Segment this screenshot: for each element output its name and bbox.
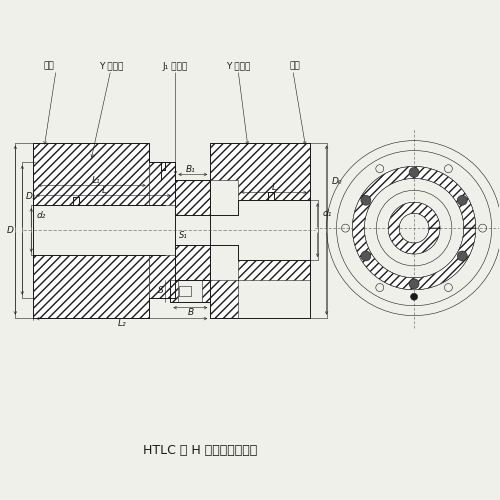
Text: D: D bbox=[7, 226, 14, 234]
Circle shape bbox=[458, 251, 468, 261]
Text: d₁: d₁ bbox=[322, 208, 332, 218]
Polygon shape bbox=[202, 280, 210, 301]
Text: D₁: D₁ bbox=[26, 192, 37, 201]
Circle shape bbox=[409, 279, 419, 289]
Text: B₁: B₁ bbox=[186, 165, 196, 174]
Text: L₁: L₁ bbox=[92, 176, 100, 185]
Circle shape bbox=[410, 294, 418, 300]
Text: D₀: D₀ bbox=[332, 178, 342, 186]
Polygon shape bbox=[176, 180, 210, 215]
Text: L: L bbox=[272, 183, 276, 192]
Text: Y 型轴孔: Y 型轴孔 bbox=[98, 62, 123, 70]
Polygon shape bbox=[210, 260, 310, 318]
Polygon shape bbox=[148, 162, 176, 205]
Circle shape bbox=[409, 168, 419, 177]
Circle shape bbox=[458, 196, 468, 205]
Text: 标志: 标志 bbox=[290, 62, 300, 70]
Text: S₁: S₁ bbox=[180, 230, 188, 239]
Text: L₂: L₂ bbox=[118, 319, 126, 328]
Polygon shape bbox=[388, 202, 440, 254]
Polygon shape bbox=[33, 255, 148, 318]
Polygon shape bbox=[170, 280, 178, 301]
Text: J₁ 型轴孔: J₁ 型轴孔 bbox=[163, 62, 188, 70]
Polygon shape bbox=[352, 166, 476, 290]
Text: 标志: 标志 bbox=[44, 62, 54, 70]
Text: HTLC 型 H 形弹性块联轴器: HTLC 型 H 形弹性块联轴器 bbox=[143, 444, 258, 458]
Polygon shape bbox=[148, 255, 176, 298]
Text: S: S bbox=[158, 286, 164, 296]
Polygon shape bbox=[33, 142, 148, 205]
Text: d₂: d₂ bbox=[36, 211, 46, 220]
Polygon shape bbox=[176, 245, 210, 280]
Text: B: B bbox=[188, 308, 194, 317]
Text: L: L bbox=[102, 186, 107, 195]
Circle shape bbox=[361, 196, 371, 205]
Polygon shape bbox=[210, 142, 310, 201]
Circle shape bbox=[361, 251, 371, 261]
Text: Y 型轴孔: Y 型轴孔 bbox=[226, 62, 250, 70]
